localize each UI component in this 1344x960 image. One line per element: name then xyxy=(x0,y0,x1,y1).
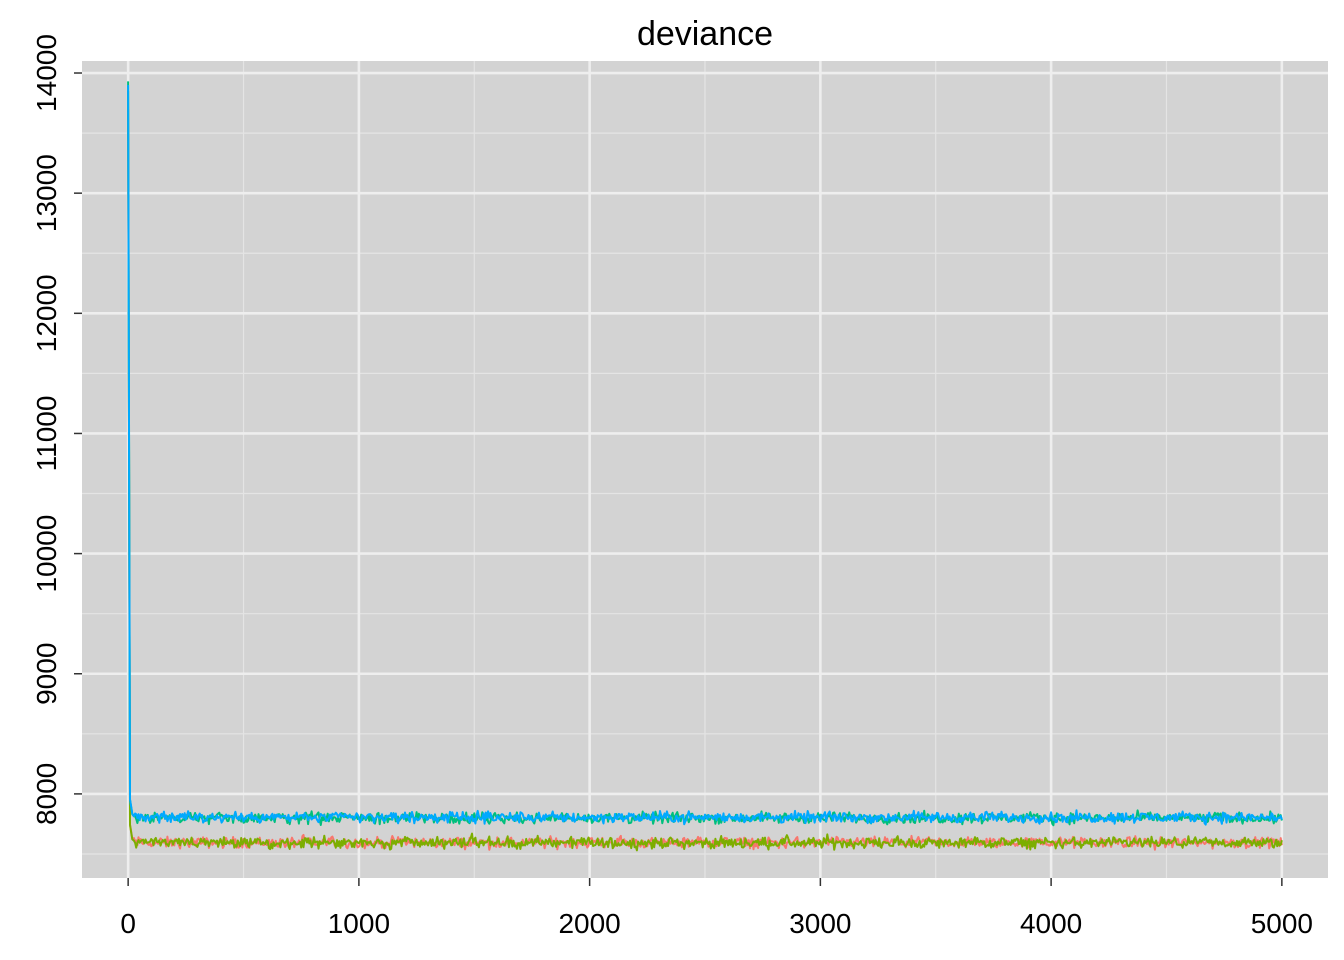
x-tick-label: 3000 xyxy=(789,908,851,939)
x-tick-label: 1000 xyxy=(328,908,390,939)
y-tick-label: 11000 xyxy=(31,396,62,472)
x-axis: 0 1000 2000 3000 4000 5000 xyxy=(120,878,1313,939)
grid-lines xyxy=(82,61,1328,878)
series-lines xyxy=(127,81,1283,852)
y-tick-label: 14000 xyxy=(31,34,62,112)
y-tick-label: 13000 xyxy=(31,154,62,232)
y-axis: 8000 9000 10000 11000 12000 13000 14000 xyxy=(31,34,82,825)
y-tick-label: 9000 xyxy=(31,643,62,705)
series-line-4 xyxy=(127,84,1283,826)
x-tick-label: 0 xyxy=(120,908,136,939)
chart-title: deviance xyxy=(637,15,773,53)
y-tick-label: 10000 xyxy=(31,515,62,593)
y-tick-label: 12000 xyxy=(31,274,62,352)
x-tick-label: 4000 xyxy=(1020,908,1082,939)
x-tick-label: 5000 xyxy=(1251,908,1313,939)
x-tick-label: 2000 xyxy=(558,908,620,939)
series-line-2 xyxy=(127,90,1283,852)
y-tick-label: 8000 xyxy=(31,763,62,825)
